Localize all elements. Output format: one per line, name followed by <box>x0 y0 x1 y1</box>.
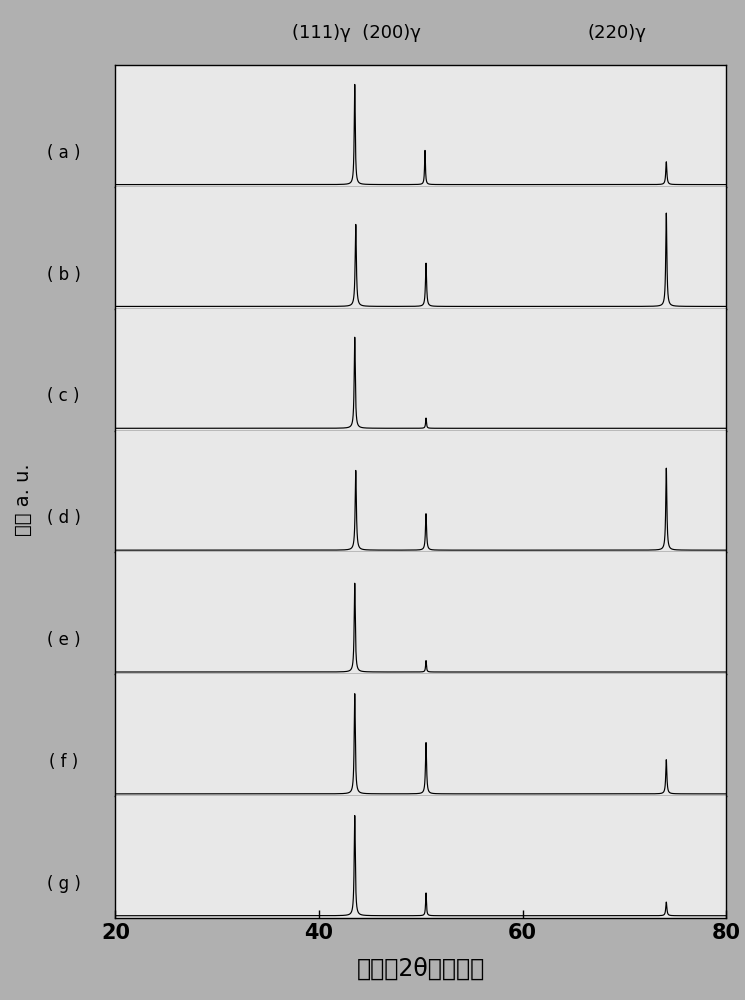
Text: ( f ): ( f ) <box>49 753 78 771</box>
Text: (111)γ  (200)γ: (111)γ (200)γ <box>292 24 420 42</box>
Text: ( c ): ( c ) <box>47 387 80 405</box>
Text: 強度 a. u.: 強度 a. u. <box>14 464 34 536</box>
Text: ( e ): ( e ) <box>47 631 80 649</box>
Text: (220)γ: (220)γ <box>587 24 647 42</box>
Text: ( d ): ( d ) <box>47 509 80 527</box>
X-axis label: 衍射角2θ　（度）: 衍射角2θ （度） <box>357 957 485 981</box>
Text: ( a ): ( a ) <box>47 144 80 162</box>
Text: ( g ): ( g ) <box>47 875 80 893</box>
Text: ( b ): ( b ) <box>47 266 80 284</box>
